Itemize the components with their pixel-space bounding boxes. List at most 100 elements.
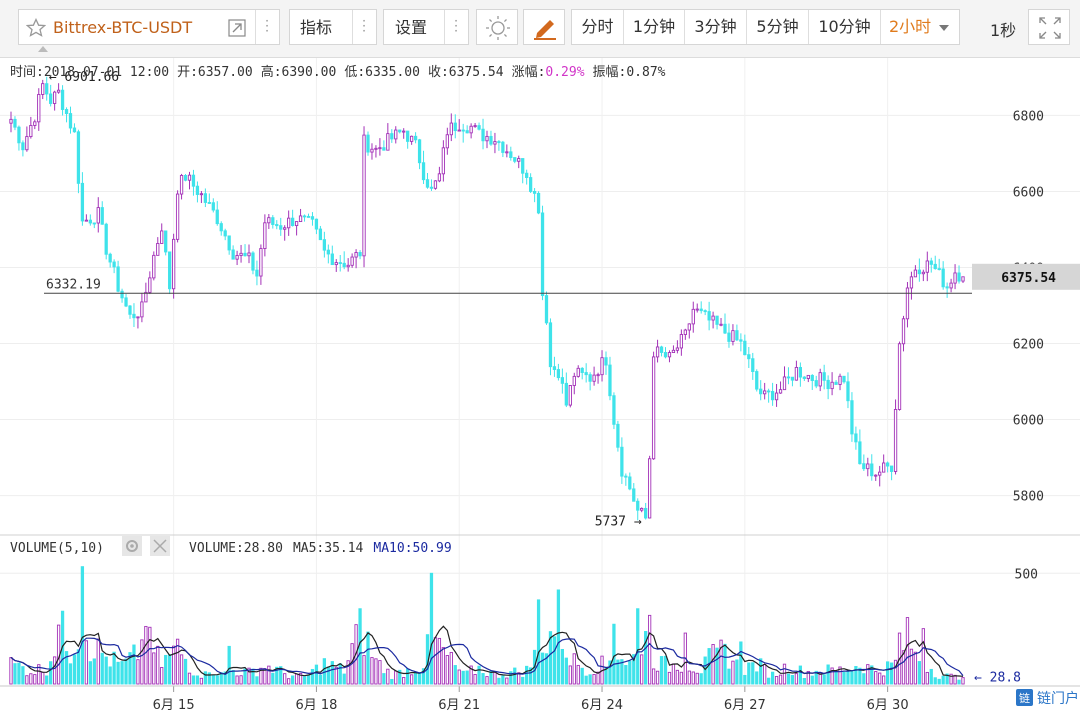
price-tick-label: 6000: [1013, 414, 1044, 429]
candle-body: [461, 129, 465, 132]
fullscreen-button[interactable]: [1028, 9, 1070, 45]
volume-bar: [437, 637, 442, 685]
candle-body: [144, 291, 148, 303]
candle-body: [521, 158, 525, 174]
volume-bar: [703, 656, 707, 685]
candle-body: [612, 395, 616, 425]
candle-body: [905, 287, 910, 320]
candle-body: [759, 388, 763, 395]
volume-bar: [144, 625, 148, 685]
candle-body: [187, 174, 192, 181]
period-tab[interactable]: 10分钟: [809, 10, 881, 44]
volume-bar: [92, 658, 96, 685]
indicator-close-icon[interactable]: [150, 536, 170, 556]
candle-body: [13, 118, 17, 128]
volume-bar: [866, 664, 870, 685]
candle-body: [497, 141, 501, 144]
volume-bar: [493, 671, 497, 685]
indicator-settings-icon[interactable]: [122, 536, 142, 556]
candle-body: [866, 463, 870, 470]
candle-body: [580, 367, 584, 373]
volume-bar: [953, 674, 957, 685]
candle-body: [659, 346, 664, 353]
settings-button[interactable]: 设置 · · ·: [383, 9, 469, 45]
volume-bar: [739, 641, 743, 685]
candle-body: [862, 463, 866, 470]
candle-body: [925, 260, 929, 273]
star-icon[interactable]: [26, 18, 46, 38]
candle-body: [913, 269, 918, 278]
volume-bar: [501, 675, 505, 685]
candle-body: [243, 252, 247, 257]
period-tab[interactable]: 1分钟: [624, 10, 685, 44]
candle-body: [683, 329, 687, 335]
indicators-more-icon[interactable]: · · ·: [362, 14, 366, 38]
candle-body: [949, 282, 953, 289]
period-selector[interactable]: 分时 1分钟 3分钟 5分钟 10分钟 2小时: [571, 9, 960, 45]
volume-bar: [338, 663, 342, 685]
volume-bar: [826, 664, 830, 685]
candle-body: [731, 330, 735, 342]
last-volume-label: ← 28.8: [974, 671, 1021, 686]
symbol-selector[interactable]: Bittrex-BTC-USDT · · ·: [18, 9, 280, 45]
volume-bar: [560, 648, 565, 685]
candle-body: [536, 192, 541, 214]
volume-bar: [612, 623, 616, 685]
sun-icon: [486, 16, 510, 40]
refresh-interval-label[interactable]: 1秒: [990, 21, 1017, 40]
open-external-icon[interactable]: [227, 18, 247, 38]
candle-body: [878, 471, 882, 476]
volume-bar: [417, 672, 422, 685]
draw-tool-button[interactable]: [523, 9, 565, 45]
volume-bar: [263, 668, 267, 685]
volume-bar: [247, 667, 251, 685]
volume-bar: [870, 665, 874, 685]
candle-body: [175, 193, 180, 240]
settings-more-icon[interactable]: · · ·: [454, 14, 458, 38]
candle-body: [457, 129, 461, 132]
active-period-dropdown[interactable]: 2小时: [881, 10, 959, 44]
candle-body: [21, 142, 25, 151]
candle-body: [469, 125, 473, 134]
volume-bar: [33, 674, 37, 685]
period-tab[interactable]: 分时: [572, 10, 624, 44]
candle-body: [723, 323, 727, 334]
period-tab-label: 分时: [581, 17, 614, 36]
volume-bar: [302, 676, 307, 685]
volume-bar: [160, 667, 164, 685]
price-tick-label: 5800: [1013, 490, 1044, 505]
candle-body: [211, 202, 215, 211]
volume-bar: [766, 677, 771, 685]
candle-body: [505, 151, 509, 154]
period-tab[interactable]: 3分钟: [685, 10, 747, 44]
volume-bar: [572, 653, 576, 685]
candle-body: [604, 357, 608, 366]
candle-body: [493, 141, 497, 145]
watermark-logo: 链 链门户: [1016, 689, 1079, 707]
volume-bar: [429, 572, 434, 685]
indicators-button[interactable]: 指标 · · ·: [289, 9, 377, 45]
candle-body: [104, 223, 108, 255]
volume-bar: [314, 664, 319, 685]
theme-toggle-button[interactable]: [476, 9, 518, 45]
volume-bar: [17, 662, 21, 685]
candle-body: [584, 372, 588, 376]
volume-bar: [21, 666, 25, 685]
volume-bar: [112, 651, 116, 685]
candle-body: [544, 295, 549, 324]
volume-value: 28.80: [244, 541, 283, 556]
volume-bar: [9, 657, 13, 685]
volume-bar: [68, 663, 73, 685]
volume-bar: [421, 668, 426, 685]
candle-body: [112, 261, 116, 268]
volume-bar: [406, 668, 410, 685]
volume-bar: [441, 647, 446, 685]
volume-bar: [651, 668, 656, 685]
volume-bar: [620, 659, 624, 685]
period-tab[interactable]: 5分钟: [747, 10, 809, 44]
volume-bar: [802, 678, 806, 685]
volume-bar: [183, 658, 188, 685]
more-options-icon[interactable]: · · ·: [265, 14, 269, 38]
